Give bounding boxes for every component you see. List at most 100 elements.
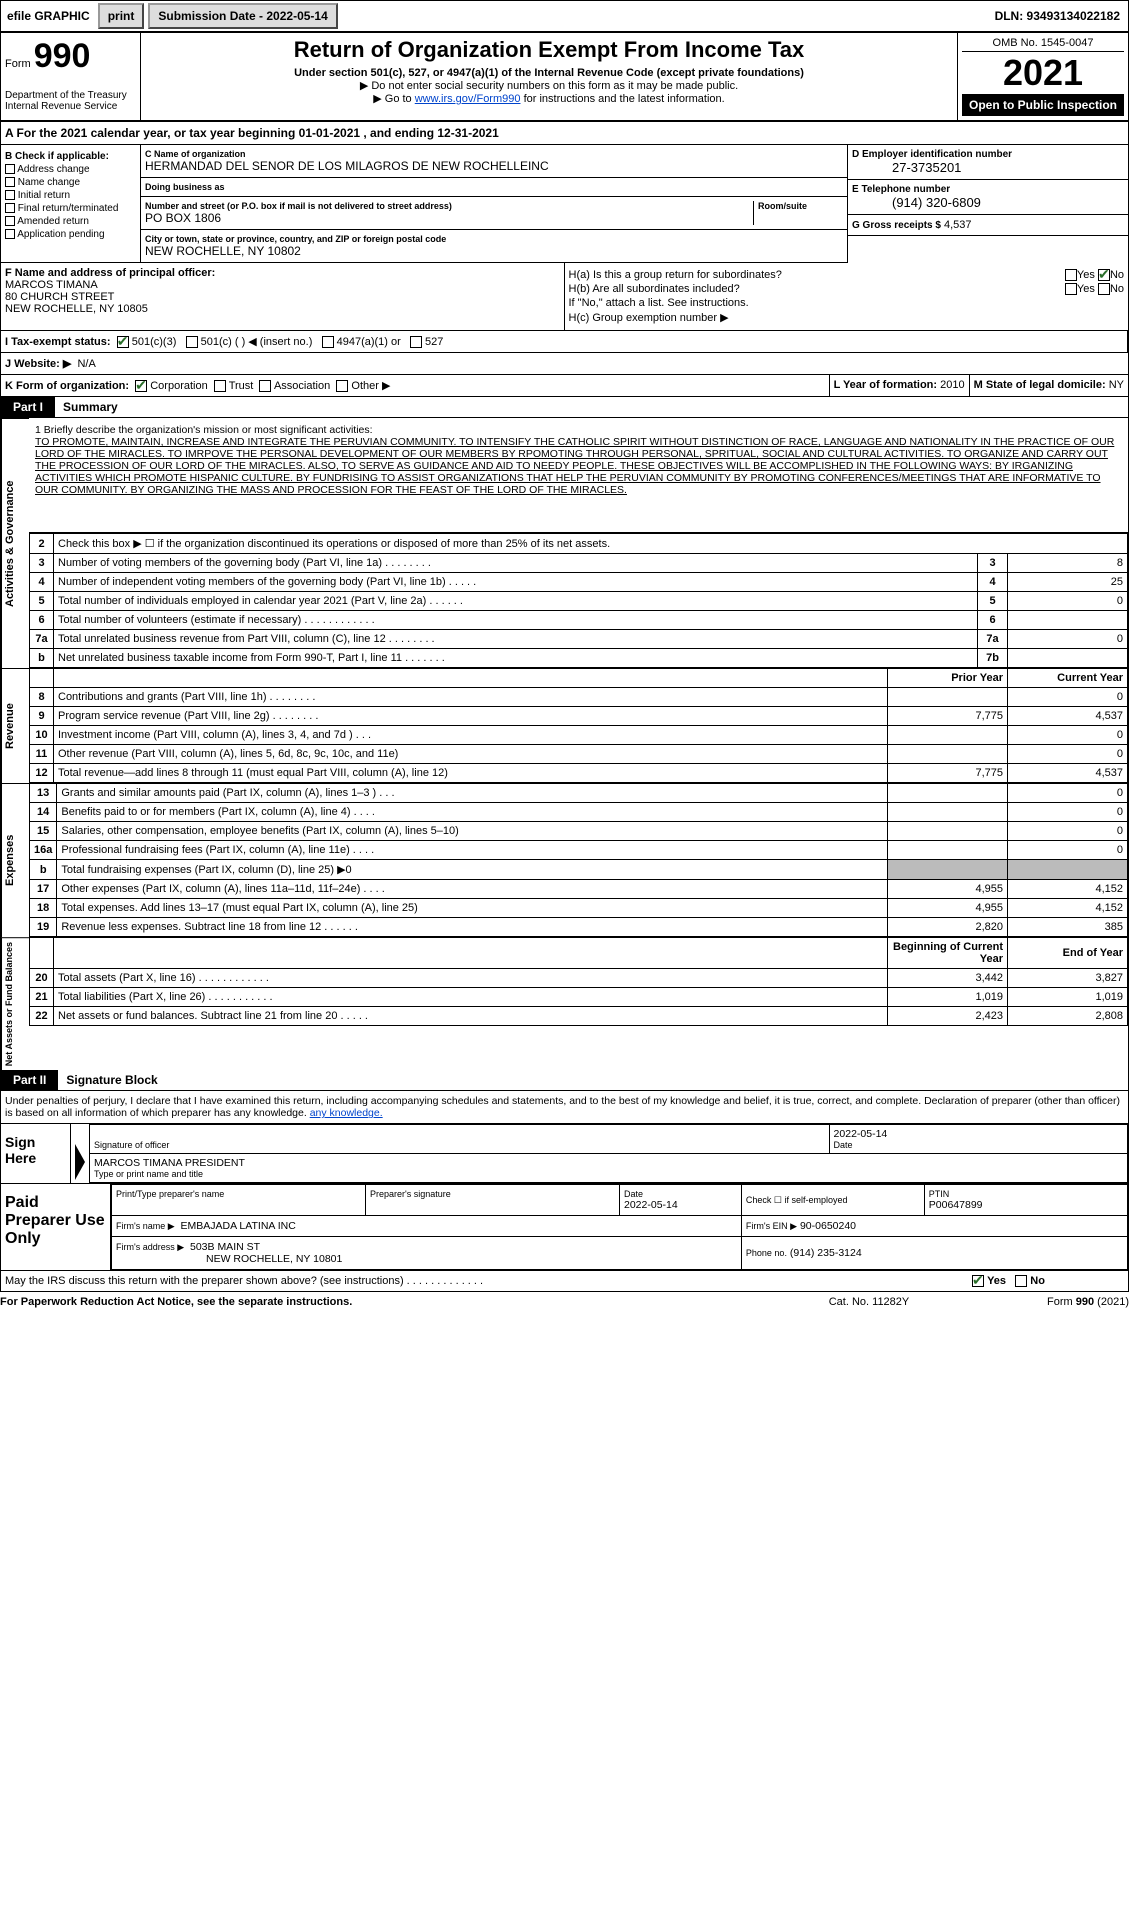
part2-header: Part II Signature Block (0, 1070, 1129, 1091)
discuss-no-checkbox[interactable] (1015, 1275, 1027, 1287)
checkbox-address-change[interactable] (5, 164, 15, 174)
sig-officer-label: Signature of officer (94, 1140, 825, 1150)
checkbox-final-return[interactable] (5, 203, 15, 213)
governance-section: Activities & Governance 1 Briefly descri… (0, 418, 1129, 668)
gross-receipts-label: G Gross receipts $ (852, 220, 941, 231)
firm-addr-value1: 503B MAIN ST (190, 1241, 260, 1253)
any-knowledge-link[interactable]: any knowledge. (310, 1107, 383, 1119)
prep-ptin-label: PTIN (929, 1189, 1123, 1199)
form-title: Return of Organization Exempt From Incom… (145, 37, 953, 63)
ha-yes-checkbox[interactable] (1065, 269, 1077, 281)
form-header: Form 990 Department of the Treasury Inte… (0, 32, 1129, 121)
state-domicile-value: NY (1109, 379, 1124, 391)
checkbox-initial-return[interactable] (5, 190, 15, 200)
efile-label: efile GRAPHIC (1, 5, 96, 27)
sig-intro-text: Under penalties of perjury, I declare th… (5, 1095, 1120, 1119)
row-a-period: A For the 2021 calendar year, or tax yea… (0, 121, 1129, 145)
omb-number: OMB No. 1545-0047 (962, 37, 1124, 52)
firm-phone-value: (914) 235-3124 (790, 1247, 862, 1259)
prep-date-value: 2022-05-14 (624, 1199, 737, 1211)
expenses-table: 13Grants and similar amounts paid (Part … (29, 783, 1128, 937)
discuss-question: May the IRS discuss this return with the… (1, 1271, 968, 1291)
sig-name-label: Type or print name and title (94, 1169, 1123, 1179)
paid-preparer-block: Paid Preparer Use Only Print/Type prepar… (0, 1184, 1129, 1271)
form-subtitle-2: ▶ Do not enter social security numbers o… (145, 79, 953, 92)
net-assets-vlabel: Net Assets or Fund Balances (1, 937, 29, 1070)
checkbox-amended-return[interactable] (5, 216, 15, 226)
net-assets-table: Beginning of Current YearEnd of Year20To… (29, 937, 1128, 1026)
revenue-table: Prior YearCurrent Year8Contributions and… (29, 668, 1128, 783)
footer-discuss: May the IRS discuss this return with the… (0, 1271, 1129, 1292)
ha-no-checkbox[interactable] (1098, 269, 1110, 281)
part1-tab: Part I (1, 397, 55, 417)
hb-yes-checkbox[interactable] (1065, 283, 1077, 295)
row-i-tax-exempt: I Tax-exempt status: 501(c)(3) 501(c) ( … (0, 331, 1129, 353)
prep-sig-label: Preparer's signature (370, 1189, 615, 1199)
sign-here-block: Sign Here Signature of officer 2022-05-1… (0, 1124, 1129, 1184)
part2-tab: Part II (1, 1070, 58, 1090)
prep-ptin-value: P00647899 (929, 1199, 1123, 1211)
ha-label: H(a) Is this a group return for subordin… (569, 269, 782, 281)
arrow-icon (75, 1144, 85, 1180)
bottom-line: For Paperwork Reduction Act Notice, see … (0, 1292, 1129, 1312)
sig-date-value: 2022-05-14 (834, 1128, 1123, 1140)
other-checkbox[interactable] (336, 380, 348, 392)
dept-label: Department of the Treasury Internal Reve… (5, 90, 136, 112)
firm-ein-value: 90-0650240 (800, 1220, 856, 1232)
form-prefix: Form (5, 58, 31, 70)
officer-addr1: 80 CHURCH STREET (5, 291, 560, 303)
street-value: PO BOX 1806 (145, 211, 753, 225)
org-name: HERMANDAD DEL SENOR DE LOS MILAGROS DE N… (145, 159, 843, 173)
entity-block: B Check if applicable: Address change Na… (0, 145, 1129, 263)
form-subtitle-1: Under section 501(c), 527, or 4947(a)(1)… (145, 67, 953, 79)
col-c-org-info: C Name of organization HERMANDAD DEL SEN… (141, 145, 848, 263)
street-label: Number and street (or P.O. box if mail i… (145, 201, 753, 211)
corp-checkbox[interactable] (135, 380, 147, 392)
checkbox-name-change[interactable] (5, 177, 15, 187)
part2-title: Signature Block (58, 1070, 165, 1090)
col-h-group: H(a) Is this a group return for subordin… (565, 263, 1129, 330)
prep-date-label: Date (624, 1189, 737, 1199)
form-title-cell: Return of Organization Exempt From Incom… (141, 33, 958, 120)
officer-group-block: F Name and address of principal officer:… (0, 263, 1129, 331)
form-subtitle-3: ▶ Go to www.irs.gov/Form990 for instruct… (145, 92, 953, 105)
dba-label: Doing business as (145, 182, 843, 192)
signature-intro: Under penalties of perjury, I declare th… (0, 1091, 1129, 1124)
cat-no: Cat. No. 11282Y (769, 1296, 969, 1308)
firm-phone-label: Phone no. (746, 1248, 787, 1258)
discuss-yes-checkbox[interactable] (972, 1275, 984, 1287)
website-label: J Website: ▶ (5, 358, 71, 370)
revenue-vlabel: Revenue (1, 668, 29, 783)
col-b-label: B Check if applicable: (5, 151, 136, 162)
checkbox-application-pending[interactable] (5, 229, 15, 239)
submission-date-button[interactable]: Submission Date - 2022-05-14 (148, 3, 337, 29)
sig-date-label: Date (834, 1140, 1123, 1150)
governance-table: 2Check this box ▶ ☐ if the organization … (29, 533, 1128, 668)
year-formation-label: L Year of formation: (834, 379, 938, 391)
form990-link[interactable]: www.irs.gov/Form990 (415, 93, 521, 105)
col-b-checkboxes: B Check if applicable: Address change Na… (1, 145, 141, 263)
top-toolbar: efile GRAPHIC print Submission Date - 20… (0, 0, 1129, 32)
officer-label: F Name and address of principal officer: (5, 267, 560, 279)
row-l-year: L Year of formation: 2010 (830, 375, 970, 396)
prep-selfemp-label: Check ☐ if self-employed (746, 1195, 920, 1206)
trust-checkbox[interactable] (214, 380, 226, 392)
501c-checkbox[interactable] (186, 336, 198, 348)
city-value: NEW ROCHELLE, NY 10802 (145, 244, 843, 258)
room-label: Room/suite (758, 201, 843, 211)
form-org-label: K Form of organization: (5, 380, 129, 392)
col-f-officer: F Name and address of principal officer:… (1, 263, 565, 330)
print-button[interactable]: print (98, 3, 145, 29)
tax-year: 2021 (962, 52, 1124, 94)
officer-addr2: NEW ROCHELLE, NY 10805 (5, 303, 560, 315)
assoc-checkbox[interactable] (259, 380, 271, 392)
527-checkbox[interactable] (410, 336, 422, 348)
paid-preparer-label: Paid Preparer Use Only (1, 1184, 111, 1270)
paperwork-notice: For Paperwork Reduction Act Notice, see … (0, 1296, 769, 1308)
hb-no-checkbox[interactable] (1098, 283, 1110, 295)
form-footer: Form 990 (2021) (969, 1296, 1129, 1308)
city-label: City or town, state or province, country… (145, 234, 843, 244)
4947-checkbox[interactable] (322, 336, 334, 348)
501c3-checkbox[interactable] (117, 336, 129, 348)
sig-name-value: MARCOS TIMANA PRESIDENT (94, 1157, 1123, 1169)
